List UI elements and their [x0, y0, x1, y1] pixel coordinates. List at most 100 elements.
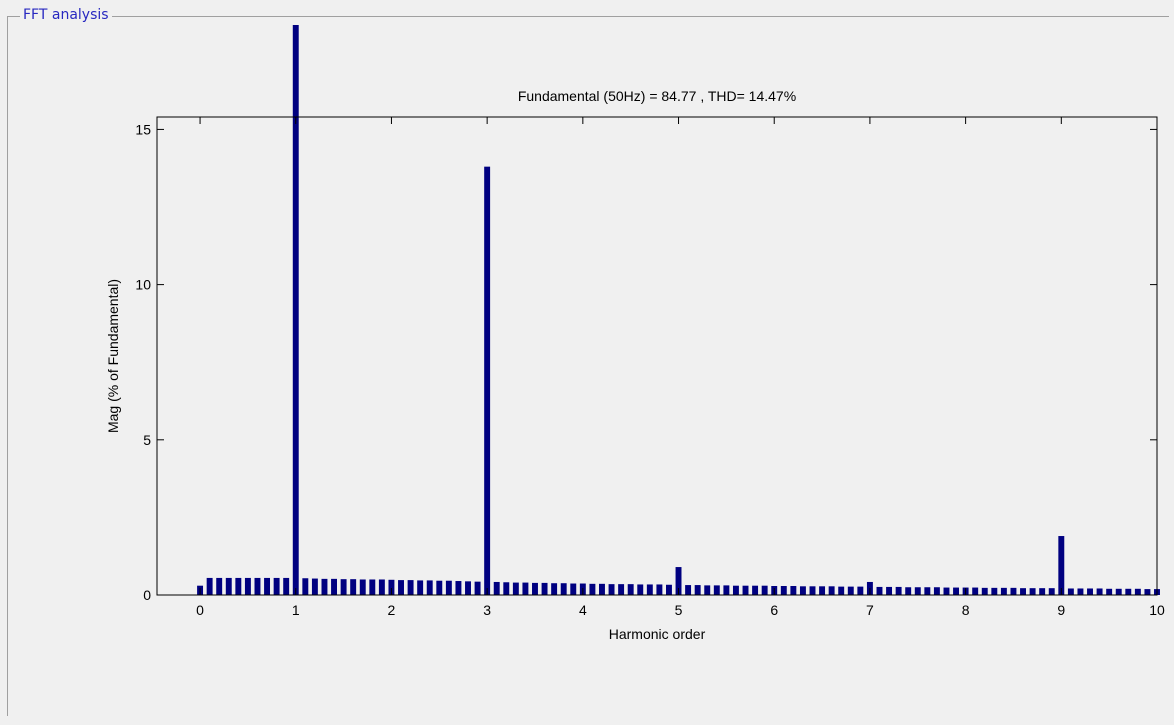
bar: [1096, 588, 1103, 595]
bar: [436, 580, 443, 595]
bar: [216, 577, 223, 595]
bar: [618, 584, 625, 595]
bar: [742, 585, 749, 595]
x-tick-label: 9: [1057, 602, 1065, 618]
bar: [512, 582, 519, 595]
bar: [331, 578, 337, 595]
bar: [656, 584, 663, 595]
bar: [627, 584, 634, 595]
x-tick-label: 0: [196, 602, 204, 618]
bar: [426, 580, 433, 595]
x-tick-label: 2: [388, 602, 396, 618]
bar: [608, 584, 615, 595]
bar: [752, 585, 759, 595]
bar: [570, 583, 577, 595]
bar: [790, 586, 797, 595]
bar: [474, 581, 481, 595]
bar: [311, 578, 318, 595]
y-tick-label: 0: [143, 587, 151, 603]
bar: [388, 579, 395, 595]
bar: [359, 579, 366, 595]
bar: [465, 581, 471, 595]
bar: [1058, 536, 1065, 595]
x-tick-label: 4: [579, 602, 587, 618]
bar: [646, 584, 653, 595]
bar: [321, 578, 328, 595]
bar: [780, 586, 787, 595]
bar: [369, 579, 376, 595]
bar: [723, 585, 730, 595]
bar: [283, 577, 290, 595]
bar: [503, 582, 510, 595]
bar: [799, 586, 806, 595]
bar: [551, 583, 558, 595]
y-axis-label: Mag (% of Fundamental): [105, 279, 121, 433]
bar: [407, 580, 414, 595]
bar: [809, 586, 816, 595]
bar: [1039, 588, 1046, 595]
bar: [991, 587, 998, 595]
bar: [828, 586, 835, 595]
bar: [273, 577, 280, 595]
y-tick-label: 15: [135, 121, 151, 137]
bar: [1144, 589, 1151, 595]
bar: [398, 580, 404, 595]
bar: [713, 585, 720, 595]
bar: [933, 587, 940, 595]
bar: [493, 581, 500, 595]
bar: [972, 587, 979, 595]
bar: [1077, 588, 1084, 595]
bar: [254, 577, 261, 595]
bar: [857, 586, 864, 595]
bar: [417, 580, 424, 595]
bar: [1029, 588, 1036, 595]
bar: [838, 586, 845, 595]
bar: [694, 585, 701, 595]
bar: [455, 581, 462, 595]
bar: [445, 580, 452, 595]
bar: [1000, 587, 1007, 595]
bar: [264, 577, 271, 595]
x-tick-label: 10: [1149, 602, 1165, 618]
y-tick-label: 10: [135, 277, 151, 293]
bar: [532, 582, 538, 595]
bar: [1048, 588, 1055, 595]
bar: [484, 166, 491, 595]
bar: [378, 579, 385, 595]
bar: [1125, 588, 1132, 595]
x-tick-label: 5: [675, 602, 683, 618]
bar: [302, 578, 309, 595]
bar: [704, 585, 711, 595]
bar: [732, 585, 739, 595]
axes-box: [156, 116, 1158, 596]
chart-title: Fundamental (50Hz) = 84.77 , THD= 14.47%: [518, 88, 796, 104]
bar: [1115, 588, 1122, 595]
bar: [675, 567, 682, 595]
bar: [1067, 588, 1074, 595]
bar: [235, 577, 242, 595]
bar: [886, 586, 893, 595]
axis-ticks: 0 1 2 3 4 5 6 7 8 9 10 0 5 10 15: [135, 117, 1165, 618]
bar: [560, 583, 567, 595]
bar: [914, 587, 921, 595]
bar: [924, 587, 931, 595]
x-tick-label: 6: [770, 602, 778, 618]
bar: [599, 583, 605, 595]
bar: [819, 586, 826, 595]
x-tick-label: 3: [483, 602, 491, 618]
bar: [943, 587, 950, 595]
bar: [1134, 588, 1141, 595]
bar: [292, 25, 299, 595]
bar: [1106, 588, 1113, 595]
x-tick-label: 8: [962, 602, 970, 618]
bar: [206, 577, 213, 595]
bar: [1010, 587, 1017, 595]
bar: [981, 587, 988, 595]
bar: [541, 582, 548, 595]
bar: [847, 586, 854, 595]
panel-title: FFT analysis: [20, 6, 112, 24]
x-tick-label: 7: [866, 602, 874, 618]
bar: [340, 579, 347, 595]
x-tick-label: 1: [292, 602, 300, 618]
